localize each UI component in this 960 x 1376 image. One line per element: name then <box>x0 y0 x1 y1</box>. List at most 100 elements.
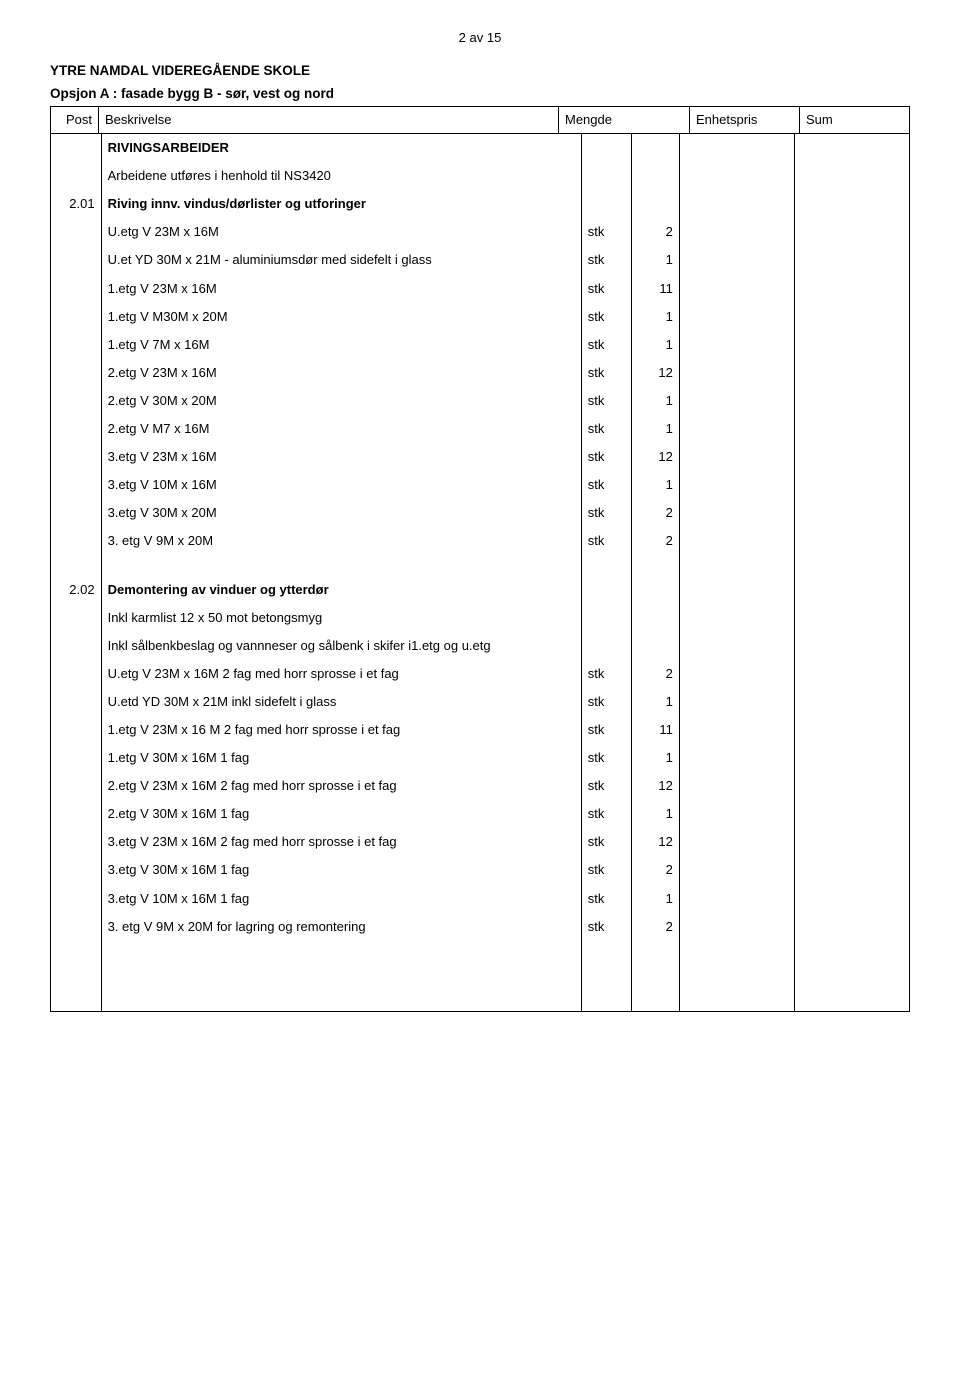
table-row: 3. etg V 9M x 20Mstk2 <box>51 527 909 555</box>
table-row: U.etd YD 30M x 21M inkl sidefelt i glass… <box>51 688 909 716</box>
table-row: 2.etg V 30M x 20Mstk1 <box>51 387 909 415</box>
cell-qty: 2 <box>631 660 679 688</box>
cell-unit: stk <box>581 772 631 800</box>
cell-post <box>51 913 101 941</box>
cell-post <box>51 499 101 527</box>
cell-price <box>679 772 794 800</box>
spacer-row <box>51 1001 909 1011</box>
cell-price <box>679 688 794 716</box>
cell-sum <box>794 885 909 913</box>
cell-price <box>679 913 794 941</box>
cell-unit <box>581 162 631 190</box>
cell-unit: stk <box>581 359 631 387</box>
table-row: 2.etg V 23M x 16Mstk12 <box>51 359 909 387</box>
cell-unit: stk <box>581 688 631 716</box>
cell-post: 2.01 <box>51 190 101 218</box>
cell-post <box>51 828 101 856</box>
cell-price <box>679 303 794 331</box>
cell-price <box>679 218 794 246</box>
section-subheading: Inkl sålbenkbeslag og vannneser og sålbe… <box>101 632 581 660</box>
cell-unit <box>581 190 631 218</box>
cell-price <box>679 716 794 744</box>
cell-sum <box>794 387 909 415</box>
cell-desc: U.et YD 30M x 21M - aluminiumsdør med si… <box>101 246 581 274</box>
cell-sum <box>794 415 909 443</box>
cell-desc: 3.etg V 23M x 16M 2 fag med horr sprosse… <box>101 828 581 856</box>
cell-price <box>679 190 794 218</box>
cell-price <box>679 499 794 527</box>
cell-unit: stk <box>581 660 631 688</box>
cell-sum <box>794 246 909 274</box>
cell-sum <box>794 744 909 772</box>
cell-post <box>51 415 101 443</box>
cell-desc: 3.etg V 10M x 16M <box>101 471 581 499</box>
section-subheading: Arbeidene utføres i henhold til NS3420 <box>101 162 581 190</box>
cell-unit <box>581 632 631 660</box>
table-row: 3.etg V 30M x 20Mstk2 <box>51 499 909 527</box>
table-row: 3.etg V 10M x 16Mstk1 <box>51 471 909 499</box>
cell-qty <box>631 190 679 218</box>
cell-price <box>679 331 794 359</box>
cell-post <box>51 331 101 359</box>
cell-unit: stk <box>581 744 631 772</box>
cell-sum <box>794 527 909 555</box>
cell-sum <box>794 828 909 856</box>
col-desc: Beskrivelse <box>99 107 559 134</box>
cell-sum <box>794 604 909 632</box>
cell-desc: 3. etg V 9M x 20M for lagring og remonte… <box>101 913 581 941</box>
rows-section2: U.etg V 23M x 16M 2 fag med horr sprosse… <box>51 660 909 941</box>
cell-sum <box>794 576 909 604</box>
cell-unit: stk <box>581 716 631 744</box>
cell-qty: 1 <box>631 415 679 443</box>
cell-qty: 2 <box>631 913 679 941</box>
col-qty: Mengde <box>559 107 690 134</box>
cell-price <box>679 828 794 856</box>
cell-unit: stk <box>581 443 631 471</box>
table-row: U.etg V 23M x 16Mstk2 <box>51 218 909 246</box>
cell-price <box>679 443 794 471</box>
cell-desc: 3.etg V 30M x 16M 1 fag <box>101 856 581 884</box>
cell-sum <box>794 275 909 303</box>
cell-unit: stk <box>581 275 631 303</box>
cell-post <box>51 716 101 744</box>
spacer-row <box>51 556 909 566</box>
cell-unit: stk <box>581 856 631 884</box>
table-row: 1.etg V 30M x 16M 1 fagstk1 <box>51 744 909 772</box>
cell-price <box>679 471 794 499</box>
cell-post <box>51 162 101 190</box>
content-table: RIVINGSARBEIDER Arbeidene utføres i henh… <box>51 134 909 1011</box>
cell-post <box>51 443 101 471</box>
cell-unit: stk <box>581 885 631 913</box>
table-row: Arbeidene utføres i henhold til NS3420 <box>51 162 909 190</box>
cell-price <box>679 632 794 660</box>
table-row: 1.etg V 7M x 16Mstk1 <box>51 331 909 359</box>
cell-price <box>679 246 794 274</box>
page: 2 av 15 YTRE NAMDAL VIDEREGÅENDE SKOLE O… <box>0 0 960 1062</box>
spacer-row <box>51 941 909 951</box>
cell-qty: 2 <box>631 527 679 555</box>
section-heading: RIVINGSARBEIDER <box>101 134 581 162</box>
cell-desc: 3. etg V 9M x 20M <box>101 527 581 555</box>
col-price: Enhetspris <box>690 107 800 134</box>
cell-post <box>51 856 101 884</box>
cell-price <box>679 359 794 387</box>
cell-sum <box>794 632 909 660</box>
cell-qty: 1 <box>631 744 679 772</box>
cell-unit <box>581 134 631 162</box>
cell-post <box>51 660 101 688</box>
post-title: Demontering av vinduer og ytterdør <box>101 576 581 604</box>
table-row: U.et YD 30M x 21M - aluminiumsdør med si… <box>51 246 909 274</box>
cell-desc: 1.etg V 23M x 16M <box>101 275 581 303</box>
cell-qty <box>631 576 679 604</box>
cell-sum <box>794 303 909 331</box>
cell-post <box>51 800 101 828</box>
cell-post: 2.02 <box>51 576 101 604</box>
cell-price <box>679 885 794 913</box>
cell-sum <box>794 800 909 828</box>
cell-sum <box>794 688 909 716</box>
cell-desc: 3.etg V 30M x 20M <box>101 499 581 527</box>
cell-sum <box>794 162 909 190</box>
table-row: 3.etg V 23M x 16Mstk12 <box>51 443 909 471</box>
cell-unit: stk <box>581 913 631 941</box>
cell-qty: 1 <box>631 303 679 331</box>
